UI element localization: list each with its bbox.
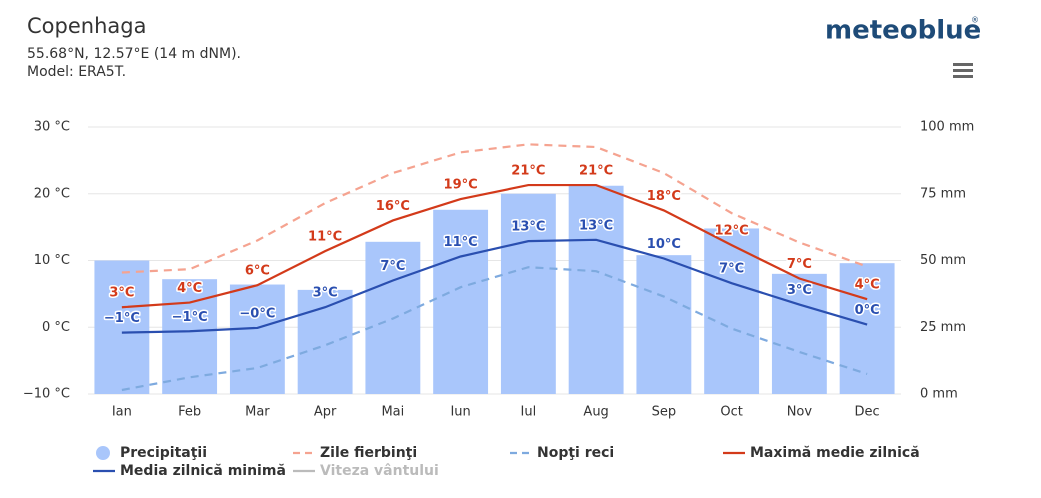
- value-label: 12°C: [715, 224, 749, 239]
- x-tick-label: Mar: [245, 405, 270, 420]
- bar: [839, 263, 895, 394]
- x-tick-label: Iun: [450, 405, 470, 420]
- value-label: 11°C: [308, 230, 342, 245]
- value-label: 7°C: [719, 262, 744, 277]
- menu-bar: [953, 75, 973, 78]
- value-label: 4°C: [177, 281, 202, 296]
- subtitle: Model: ERA5T.: [27, 64, 126, 80]
- legend-label: Media zilnică minimă: [120, 463, 286, 479]
- logo: meteoblue: [825, 16, 981, 46]
- bar: [568, 185, 624, 394]
- value-label: 13°C: [511, 220, 545, 235]
- value-label: 10°C: [647, 237, 681, 252]
- value-label: 7°C: [787, 257, 812, 272]
- x-tick-label: Ian: [112, 405, 132, 420]
- logo-mark: ®: [971, 16, 979, 25]
- value-label: 16°C: [376, 199, 410, 214]
- legend-label: Viteza vântului: [320, 463, 439, 479]
- legend-label: Maximă medie zilnică: [750, 445, 920, 461]
- bar: [704, 228, 760, 394]
- value-label: 19°C: [444, 178, 478, 193]
- chart-title: Copenhaga: [27, 14, 146, 38]
- y-tick-label: −10 °C: [23, 387, 70, 402]
- x-tick-label: Nov: [787, 405, 813, 420]
- value-label: 7°C: [380, 259, 405, 274]
- bar: [771, 273, 827, 394]
- line: [121, 238, 868, 334]
- x-tick-label: Aug: [583, 405, 608, 420]
- menu-button[interactable]: [950, 58, 978, 84]
- x-tick-label: Sep: [652, 405, 677, 420]
- value-label: −1°C: [172, 310, 208, 325]
- value-label: 21°C: [511, 164, 545, 179]
- y2-tick-label: 0 mm: [920, 387, 958, 402]
- y-tick-label: 30 °C: [34, 120, 70, 135]
- menu-bar: [953, 69, 973, 72]
- y-tick-label: 10 °C: [34, 253, 70, 268]
- y-tick-label: 20 °C: [34, 186, 70, 201]
- value-label: 3°C: [313, 286, 338, 301]
- value-label: 6°C: [245, 264, 270, 279]
- value-label: 13°C: [579, 218, 613, 233]
- y2-tick-label: 100 mm: [920, 120, 974, 135]
- bar: [229, 284, 285, 394]
- x-tick-label: Iul: [521, 405, 537, 420]
- line: [121, 143, 868, 274]
- value-label: −0°C: [239, 306, 275, 321]
- value-label: 3°C: [787, 283, 812, 298]
- value-label: 4°C: [855, 278, 880, 293]
- value-label: 0°C: [855, 303, 880, 318]
- x-tick-label: Mai: [381, 405, 404, 420]
- line: [121, 183, 868, 309]
- x-tick-label: Dec: [855, 405, 880, 420]
- bar: [297, 289, 353, 394]
- value-label: −1°C: [104, 311, 140, 326]
- y2-tick-label: 25 mm: [920, 320, 966, 335]
- legend-label: Nopţi reci: [537, 445, 614, 461]
- bar: [94, 260, 150, 394]
- value-label: 3°C: [109, 286, 134, 301]
- legend-label: Zile fierbinţi: [320, 445, 417, 461]
- value-label: 18°C: [647, 189, 681, 204]
- x-tick-label: Feb: [178, 405, 201, 420]
- value-label: 11°C: [444, 235, 478, 250]
- x-tick-label: Oct: [720, 405, 742, 420]
- bar: [162, 279, 218, 394]
- bar: [433, 209, 489, 394]
- subtitle: 55.68°N, 12.57°E (14 m dNM).: [27, 46, 241, 62]
- x-tick-label: Apr: [314, 405, 337, 420]
- bar: [500, 193, 556, 394]
- legend-symbol: [96, 446, 110, 460]
- y2-tick-label: 75 mm: [920, 186, 966, 201]
- legend-label: Precipitaţii: [120, 445, 207, 461]
- y-tick-label: 0 °C: [42, 320, 70, 335]
- menu-bar: [953, 63, 973, 66]
- value-label: 21°C: [579, 164, 613, 179]
- bar: [636, 255, 692, 394]
- y2-tick-label: 50 mm: [920, 253, 966, 268]
